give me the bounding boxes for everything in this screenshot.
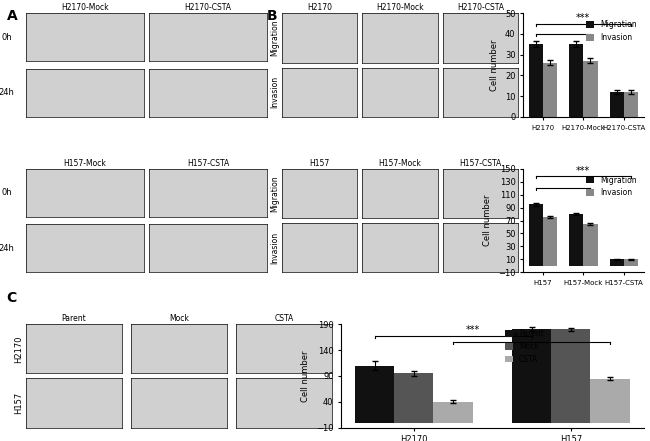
Y-axis label: Cell number: Cell number	[484, 195, 493, 246]
Bar	[528, 45, 543, 117]
Text: ***: ***	[505, 332, 519, 342]
Bar	[394, 374, 434, 422]
Bar	[512, 329, 551, 422]
Bar	[569, 214, 583, 266]
Title: H2170-CSTA: H2170-CSTA	[457, 4, 504, 12]
Text: ***: ***	[576, 166, 590, 176]
Bar	[583, 61, 597, 117]
Bar	[434, 402, 473, 422]
Text: A: A	[6, 9, 18, 23]
Y-axis label: Invasion: Invasion	[270, 76, 280, 108]
Y-axis label: Migration: Migration	[270, 19, 280, 56]
Bar	[543, 63, 557, 117]
Text: ***: ***	[576, 13, 590, 23]
Title: CSTA: CSTA	[274, 314, 294, 323]
Y-axis label: Cell number: Cell number	[302, 350, 311, 402]
Bar	[624, 92, 638, 117]
Legend: Migration, Invasion: Migration, Invasion	[583, 17, 640, 45]
Bar	[528, 204, 543, 266]
Text: ***: ***	[465, 325, 480, 335]
Bar	[355, 366, 394, 422]
Bar	[590, 378, 630, 422]
Y-axis label: 0h: 0h	[1, 33, 12, 42]
Title: H2170-Mock: H2170-Mock	[376, 4, 424, 12]
Y-axis label: Migration: Migration	[270, 175, 280, 212]
Title: Parent: Parent	[62, 314, 86, 323]
Legend: Parent, Mock, CSTA: Parent, Mock, CSTA	[502, 326, 547, 366]
Bar	[610, 92, 624, 117]
Y-axis label: 0h: 0h	[1, 188, 12, 197]
Title: H157-Mock: H157-Mock	[63, 159, 106, 168]
Bar	[543, 217, 557, 266]
Bar	[624, 259, 638, 266]
Bar	[583, 224, 597, 266]
Y-axis label: Invasion: Invasion	[270, 232, 280, 264]
Bar	[610, 259, 624, 266]
Text: C: C	[6, 291, 17, 305]
Title: H2170-CSTA: H2170-CSTA	[185, 4, 231, 12]
Title: H157-CSTA: H157-CSTA	[460, 159, 502, 168]
Text: B: B	[266, 9, 277, 23]
Y-axis label: 24h: 24h	[0, 244, 14, 253]
Title: H157: H157	[309, 159, 330, 168]
Y-axis label: H157: H157	[14, 392, 23, 414]
Title: H2170-Mock: H2170-Mock	[61, 4, 109, 12]
Y-axis label: Cell number: Cell number	[490, 39, 499, 91]
Title: H2170: H2170	[307, 4, 332, 12]
Legend: Migration, Invasion: Migration, Invasion	[583, 172, 640, 200]
Title: H157-CSTA: H157-CSTA	[187, 159, 229, 168]
Bar	[551, 329, 590, 422]
Y-axis label: H2170: H2170	[14, 335, 23, 363]
Title: Mock: Mock	[169, 314, 189, 323]
Y-axis label: 24h: 24h	[0, 88, 14, 97]
Title: H157-Mock: H157-Mock	[378, 159, 421, 168]
Bar	[569, 45, 583, 117]
